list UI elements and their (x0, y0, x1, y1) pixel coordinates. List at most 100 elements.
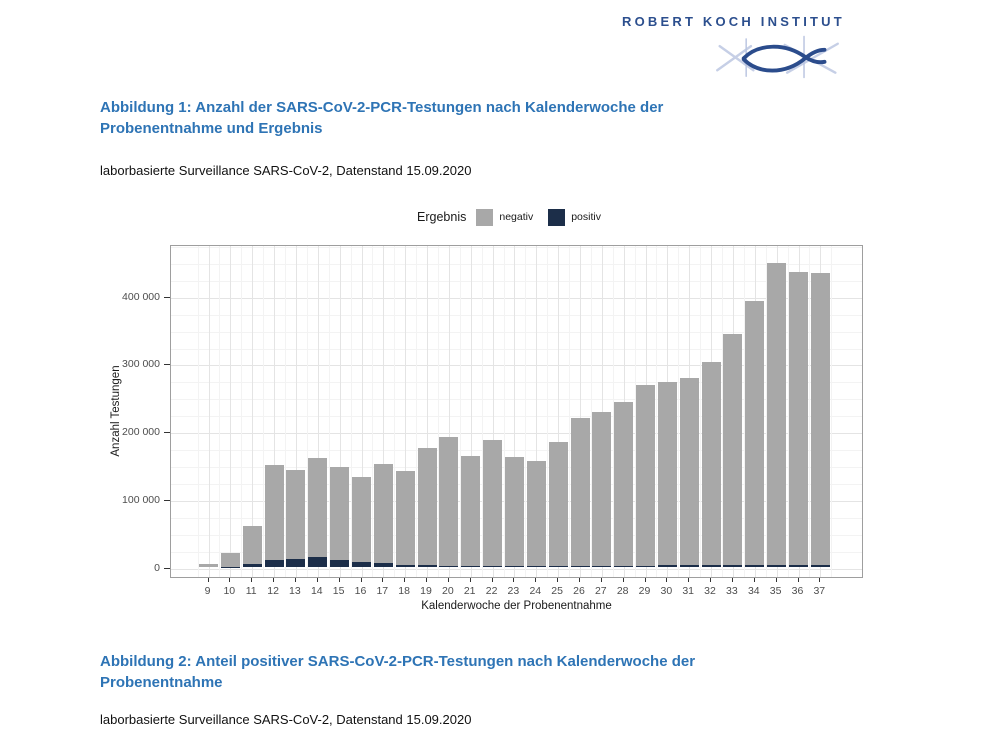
bar-segment-negativ-week-34 (745, 301, 765, 565)
bar-segment-negativ-week-25 (548, 441, 568, 567)
bar-segment-positiv-week-20 (439, 565, 459, 567)
major-gridline-h (171, 297, 862, 299)
bar-segment-negativ-week-12 (264, 465, 284, 560)
minor-gridline-v (634, 246, 636, 577)
major-gridline-v (427, 246, 428, 577)
bar-segment-negativ-week-19 (417, 448, 437, 566)
x-tick-mark (273, 578, 275, 582)
x-tick-label-21: 21 (463, 585, 476, 597)
x-tick-label-13: 13 (289, 585, 301, 597)
x-tick-label-16: 16 (354, 585, 367, 597)
major-gridline-v (361, 246, 363, 577)
figure1-title: Abbildung 1: Anzahl der SARS-CoV-2-PCR-T… (100, 97, 790, 139)
bar-segment-positiv-week-14 (308, 556, 328, 567)
bar-segment-positiv-week-12 (264, 559, 284, 567)
x-tick-label-31: 31 (682, 585, 695, 597)
minor-gridline-v (743, 246, 745, 577)
x-tick-mark (491, 578, 493, 582)
negativ-swatch-icon (476, 208, 494, 226)
x-tick-mark (775, 578, 777, 582)
x-tick-mark (688, 578, 690, 582)
minor-gridline-v (809, 246, 811, 577)
x-tick-label-20: 20 (442, 585, 454, 597)
y-tick-label-300000: 300 000 (122, 358, 160, 371)
minor-gridline-v (328, 246, 330, 577)
bar-segment-negativ-week-31 (679, 377, 699, 566)
minor-gridline-v (241, 246, 243, 577)
minor-gridline-h (171, 416, 862, 418)
major-gridline-v (317, 246, 319, 577)
chart-legend: Ergebnis negativ positiv (170, 204, 863, 230)
y-tick-label-200000: 200 000 (122, 426, 160, 439)
bar-segment-negativ-week-13 (286, 469, 306, 559)
minor-gridline-v (481, 246, 483, 577)
chart-panel (170, 245, 863, 578)
major-gridline-v (470, 246, 472, 577)
bar-segment-negativ-week-29 (636, 385, 655, 566)
major-gridline-v (208, 246, 210, 577)
bar-segment-positiv-week-18 (395, 564, 415, 567)
x-tick-mark (819, 578, 821, 582)
x-tick-mark (666, 578, 668, 582)
x-tick-mark (557, 578, 559, 582)
major-gridline-v (492, 246, 494, 577)
bar-segment-negativ-week-18 (395, 470, 415, 565)
figure2-title: Abbildung 2: Anteil positiver SARS-CoV-2… (100, 651, 790, 693)
bar-segment-negativ-week-10 (220, 553, 240, 567)
bar-segment-negativ-week-33 (723, 333, 743, 565)
legend-item-positiv: positiv (548, 208, 601, 226)
x-tick-label-37: 37 (813, 585, 826, 597)
bar-segment-positiv-week-29 (636, 565, 655, 567)
bar-segment-negativ-week-22 (483, 440, 503, 567)
rki-logo: ROBERT KOCH INSTITUT (622, 14, 844, 79)
x-tick-label-34: 34 (747, 585, 760, 597)
bar-segment-negativ-week-32 (701, 362, 721, 565)
bar-segment-positiv-week-34 (745, 564, 765, 567)
bar-segment-positiv-week-33 (723, 564, 743, 567)
x-tick-mark (207, 578, 209, 582)
positiv-swatch-icon (548, 208, 566, 226)
y-tick-mark (164, 364, 170, 366)
x-tick-mark (360, 578, 362, 582)
bar-segment-negativ-week-28 (614, 402, 634, 566)
rki-fish-logo-icon (716, 35, 839, 79)
bar-segment-negativ-week-9 (199, 564, 218, 567)
major-gridline-v (295, 246, 297, 577)
minor-gridline-v (219, 246, 221, 577)
x-tick-label-12: 12 (267, 585, 279, 597)
x-tick-label-28: 28 (616, 585, 629, 597)
minor-gridline-v (612, 246, 614, 577)
x-tick-label-33: 33 (726, 585, 738, 597)
bar-segment-negativ-week-15 (330, 466, 350, 561)
bar-segment-positiv-week-28 (614, 565, 634, 567)
bar-segment-positiv-week-15 (330, 560, 350, 567)
bar-segment-positiv-week-13 (286, 558, 306, 567)
bar-segment-positiv-week-11 (242, 563, 262, 567)
bar-segment-positiv-week-17 (373, 562, 393, 567)
minor-gridline-v (503, 246, 505, 577)
bar-segment-negativ-week-35 (767, 263, 787, 565)
bar-segment-positiv-week-25 (548, 566, 568, 567)
x-tick-label-17: 17 (376, 585, 389, 597)
bar-segment-negativ-week-16 (352, 477, 371, 563)
x-tick-mark (753, 578, 755, 582)
x-tick-mark (294, 578, 296, 582)
y-axis-title: Anzahl Testungen (110, 365, 122, 457)
figure1-title-line2: Probenentnahme und Ergebnis (100, 120, 323, 137)
legend-title: Ergebnis (417, 210, 467, 224)
x-tick-mark (229, 578, 231, 582)
x-tick-label-35: 35 (769, 585, 782, 597)
y-tick-mark (164, 568, 170, 569)
x-tick-label-27: 27 (594, 585, 607, 597)
legend-label-positiv: positiv (571, 211, 601, 223)
x-tick-label-24: 24 (529, 585, 542, 597)
x-tick-label-10: 10 (223, 585, 236, 597)
figure1-title-line1: Abbildung 1: Anzahl der SARS-CoV-2-PCR-T… (100, 99, 664, 116)
bar-segment-negativ-week-21 (461, 456, 481, 566)
major-gridline-h (171, 433, 862, 435)
x-tick-mark (535, 578, 537, 582)
minor-gridline-v (722, 246, 723, 577)
x-tick-label-15: 15 (332, 585, 345, 597)
